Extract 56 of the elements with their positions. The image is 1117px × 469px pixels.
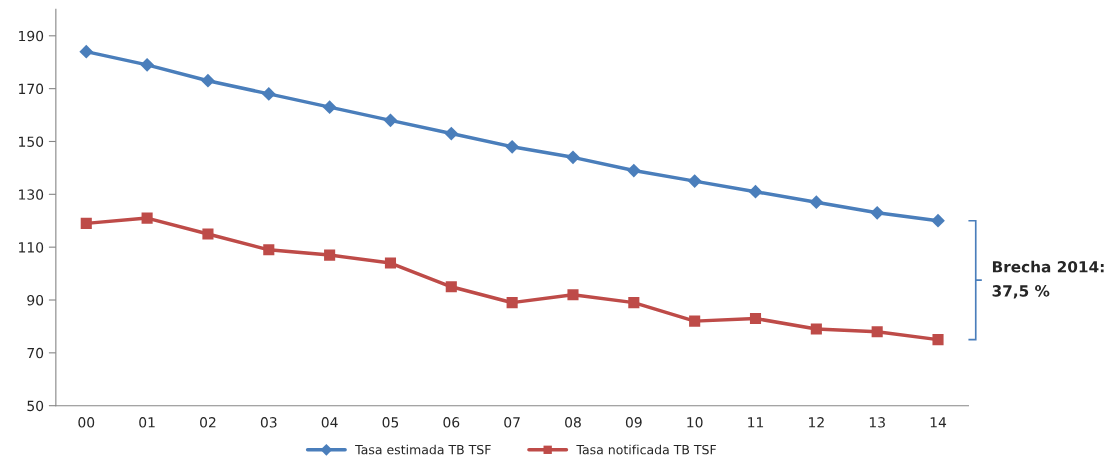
point xyxy=(324,249,336,261)
point xyxy=(141,212,153,224)
x-tick-label: 06 xyxy=(443,417,460,428)
x-tick-label: 08 xyxy=(565,417,581,428)
point xyxy=(322,100,337,115)
point xyxy=(931,213,945,228)
point xyxy=(809,195,824,210)
point xyxy=(689,315,701,327)
point xyxy=(140,57,154,72)
point xyxy=(748,184,763,199)
point xyxy=(687,174,702,188)
x-tick-label: 00 xyxy=(78,417,95,428)
y-tick-label: 170 xyxy=(19,83,44,95)
point xyxy=(810,323,822,335)
legend-label: Tasa notificada TB TSF xyxy=(576,444,716,455)
y-tick-label: 90 xyxy=(27,294,44,306)
y-tick-label: 130 xyxy=(19,189,44,200)
y-tick-label: 110 xyxy=(19,242,44,253)
legend-label: Tasa estimada TB TSF xyxy=(355,444,491,455)
x-tick-label: 03 xyxy=(260,417,277,428)
point xyxy=(444,126,459,141)
point xyxy=(566,150,580,165)
x-tick-label: 11 xyxy=(748,417,764,428)
point xyxy=(505,139,520,154)
x-tick-label: 13 xyxy=(869,417,885,428)
point xyxy=(445,281,457,293)
y-tick-label: 70 xyxy=(27,347,44,359)
point xyxy=(201,73,215,88)
point xyxy=(383,113,398,128)
y-tick-label: 150 xyxy=(19,136,44,147)
point xyxy=(384,257,397,269)
x-tick-label: 04 xyxy=(321,417,338,428)
point xyxy=(870,205,885,220)
point xyxy=(506,297,518,309)
text: Brecha 2014: 37,5 % xyxy=(992,260,1104,299)
point xyxy=(202,228,214,240)
point xyxy=(628,297,640,309)
x-tick-label: 09 xyxy=(625,417,642,428)
point xyxy=(749,312,762,325)
y-tick-label: 190 xyxy=(19,30,44,42)
point xyxy=(871,326,883,338)
x-tick-label: 12 xyxy=(809,417,824,428)
point xyxy=(626,163,641,178)
x-tick-label: 05 xyxy=(382,417,399,428)
x-tick-label: 07 xyxy=(504,417,520,428)
point xyxy=(261,87,276,101)
x-tick-label: 10 xyxy=(687,417,703,428)
point xyxy=(567,289,579,301)
point xyxy=(79,44,94,59)
x-tick-label: 02 xyxy=(200,417,216,428)
x-tick-label: 01 xyxy=(139,417,155,428)
point xyxy=(80,217,92,229)
point xyxy=(932,334,944,346)
x-tick-label: 14 xyxy=(930,417,947,428)
y-tick-label: 50 xyxy=(27,400,44,412)
point xyxy=(263,244,275,256)
